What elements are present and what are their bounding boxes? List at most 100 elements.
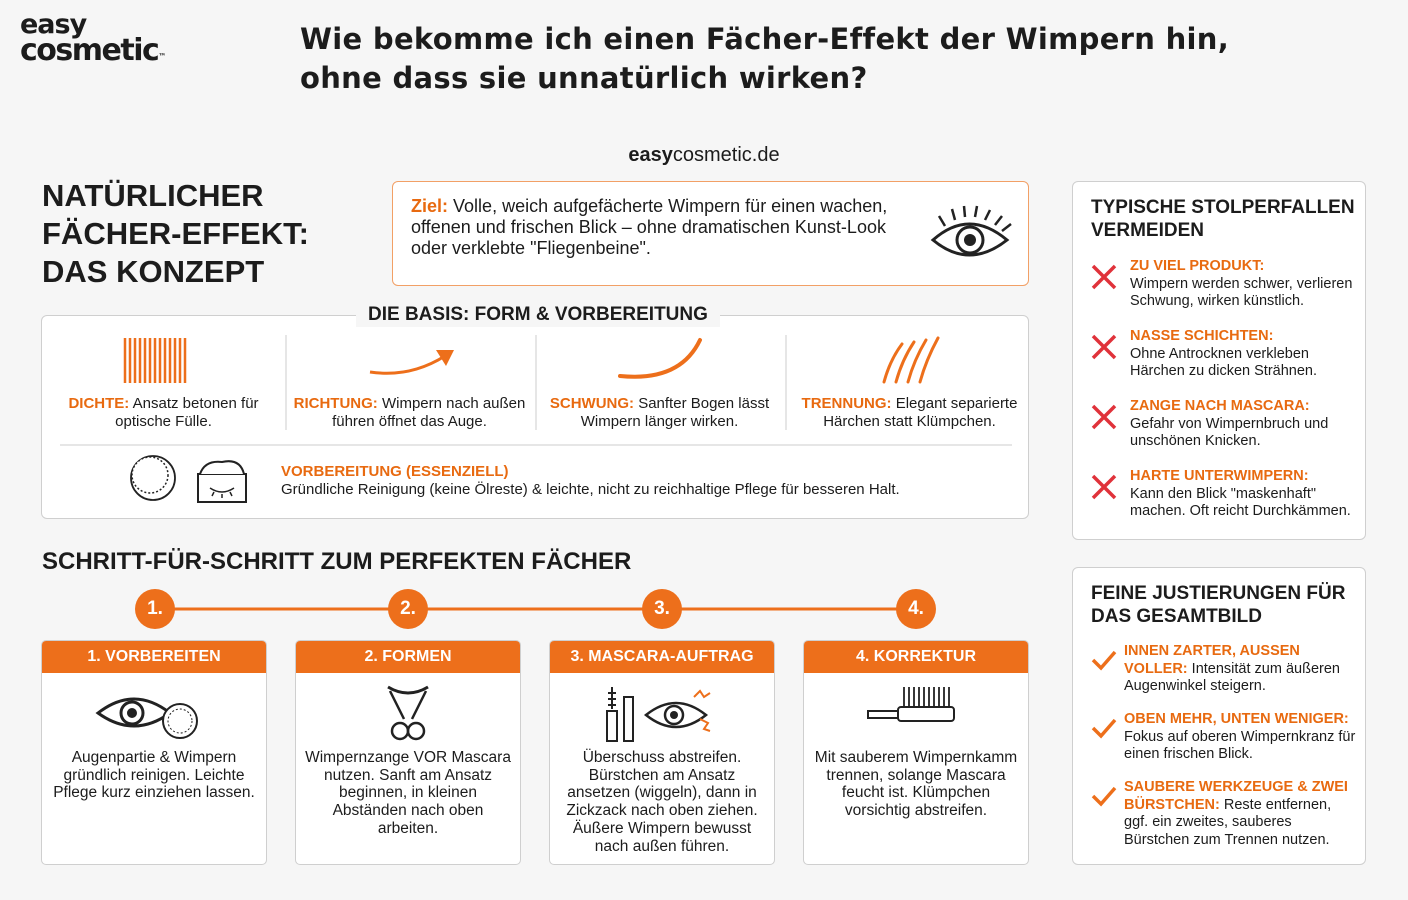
site-bold: easy <box>628 144 673 166</box>
step-text: Augenpartie & Wimpern gründlich reinigen… <box>53 749 255 802</box>
icon-part <box>1091 786 1117 807</box>
item-label: INNEN ZARTER, AUSSEN VOLLER: <box>1124 643 1300 677</box>
item-text: Elegant separierte Härchen statt Klümpch… <box>823 395 1018 430</box>
icon-part <box>167 708 193 734</box>
item-label: ZANGE NACH MASCARA: <box>1130 398 1310 414</box>
icon-part <box>643 701 709 729</box>
tweaks-title: FEINE JUSTIERUNGEN FÜR DAS GESAMTBILD <box>1091 583 1346 627</box>
icon-part <box>663 704 685 726</box>
step-card: 3. MASCARA-AUFTRAG Überschuss abstreifen.… <box>549 640 775 865</box>
item-text: Wimpern werden schwer, verlieren Schwung… <box>1130 275 1353 310</box>
icon-part <box>670 711 678 719</box>
step-card: 2. FORMEN Wimpernzange VOR Mascara nutzen… <box>295 640 521 865</box>
page-title: Wie bekomme ich einen Fächer-Effekt der … <box>300 22 1230 95</box>
icon-part <box>867 687 955 722</box>
icon-part <box>1091 718 1117 739</box>
step-number: 1. <box>135 589 175 629</box>
concept-heading: NATÜRLICHER FÄCHER-EFFEKT: DAS KONZEPT <box>42 178 309 289</box>
icon-part <box>1091 404 1117 430</box>
site-rest: cosmetic.de <box>672 144 780 166</box>
icon-part <box>606 710 618 742</box>
check-icon <box>1090 648 1118 677</box>
icon-part <box>1091 718 1117 739</box>
side-item: SAUBERE WERKZEUGE & ZWEI BÜRSTCHEN: Rest… <box>1124 779 1356 849</box>
icon-part <box>406 721 426 741</box>
item-label: TRENNUNG: <box>801 395 892 412</box>
item-label: DICHTE: <box>68 395 130 412</box>
icon-part <box>1091 650 1117 671</box>
item-label: SCHWUNG: <box>549 395 635 412</box>
steps-title: SCHRITT-FÜR-SCHRITT ZUM PERFEKTEN FÄCHER <box>42 548 632 575</box>
basis-item: SCHWUNG: Sanfter Bogen lässt Wimpern län… <box>536 395 783 431</box>
icon-part <box>897 706 955 722</box>
side-item: INNEN ZARTER, AUSSEN VOLLER: Intensität … <box>1124 643 1356 696</box>
goal-label: Ziel: <box>411 196 449 216</box>
step-title: 4. KORREKTUR <box>804 641 1028 673</box>
basis-item: TRENNUNG: Elegant separierte Härchen sta… <box>786 395 1033 431</box>
cross-icon <box>1090 263 1118 296</box>
cross-icon <box>1090 333 1118 366</box>
goal-box: Ziel: Volle, weich aufgefächerte Wimpern… <box>392 181 1029 286</box>
icon-part <box>1091 264 1117 290</box>
check-icon <box>1090 784 1118 813</box>
step-text: Überschuss abstreifen. Bürstchen am Ansa… <box>566 749 758 855</box>
pitfalls-title: TYPISCHE STOLPERFALLEN VERMEIDEN <box>1091 197 1355 241</box>
basis-item: RICHTUNG: Wimpern nach außen führen öffn… <box>286 395 533 431</box>
side-item: OBEN MEHR, UNTEN WENIGER: Fokus auf ober… <box>1124 711 1356 764</box>
logo: cosmetic™ <box>20 36 166 66</box>
goal-text: Ziel: Volle, weich aufgefächerte Wimpern… <box>411 196 911 259</box>
logo: easy <box>20 9 87 40</box>
item-text: Ansatz betonen für optische Fülle. <box>115 395 259 430</box>
step-text: Mit sauberem Wimpernkamm trennen, solang… <box>814 749 1018 820</box>
step-title: 3. MASCARA-AUFTRAG <box>550 641 774 673</box>
icon-part <box>1091 650 1117 671</box>
item-label: ZU VIEL PRODUKT: <box>1130 258 1265 274</box>
item-label: SAUBERE WERKZEUGE & ZWEI BÜRSTCHEN: <box>1124 779 1348 813</box>
icon-part <box>623 696 634 742</box>
item-text: Gefahr von Wimpernbruch und unschönen Kn… <box>1130 415 1329 450</box>
logo-text: easy <box>20 9 87 40</box>
icon-part <box>1091 786 1117 807</box>
icon-part <box>119 700 145 726</box>
step-card: 4. KORREKTUR Mit sauberem Wimpernkamm tre… <box>803 640 1029 865</box>
item-label: RICHTUNG: <box>293 395 378 412</box>
item-label: HARTE UNTERWIMPERN: <box>1130 468 1309 484</box>
step-card: 1. VORBEREITEN Augenpartie & Wimpern grün… <box>41 640 267 865</box>
basis-item: DICHTE: Ansatz betonen für optische Füll… <box>40 395 287 431</box>
step-number: 2. <box>388 589 428 629</box>
step-number: 3. <box>642 589 682 629</box>
icon-part <box>127 708 137 718</box>
pitfalls-box: TYPISCHE STOLPERFALLEN VERMEIDEN <box>1072 181 1366 540</box>
check-icon <box>1090 716 1118 745</box>
prep: VORBEREITUNG (ESSENZIELL) Gründliche Rein… <box>281 463 1001 499</box>
icon-part <box>1091 264 1117 290</box>
cross-icon <box>1090 473 1118 506</box>
icon-part <box>390 721 410 741</box>
icon-part <box>693 689 711 732</box>
side-item: HARTE UNTERWIMPERN: Kann den Blick "maske… <box>1130 468 1362 521</box>
side-item: ZU VIEL PRODUKT: Wimpern werden schwer, v… <box>1130 258 1362 311</box>
item-label: OBEN MEHR, UNTEN WENIGER: <box>1124 711 1349 727</box>
cross-icon <box>1090 403 1118 436</box>
item-label: NASSE SCHICHTEN: <box>1130 328 1274 344</box>
icon-part <box>1091 404 1117 430</box>
icon-part <box>606 687 711 742</box>
icon-part <box>903 687 950 707</box>
icon-part <box>1091 474 1117 500</box>
side-item: NASSE SCHICHTEN: Ohne Antrocknen verklebe… <box>1130 328 1362 381</box>
icon-part <box>1091 334 1117 360</box>
item-text: Intensität zum äußeren Augenwinkel steig… <box>1124 660 1340 695</box>
step-title: 1. VORBEREITEN <box>42 641 266 673</box>
icon-part <box>387 685 429 695</box>
item-text: Wimpern nach außen führen öffnet das Aug… <box>332 395 526 430</box>
icon-part <box>95 697 198 739</box>
item-text: Fokus auf oberen Wimpernkranz für einen … <box>1124 728 1356 763</box>
logo-text: cosmetic <box>20 33 160 68</box>
item-text: Reste entfernen, ggf. ein zweites, saube… <box>1124 796 1332 848</box>
icon-part <box>867 710 899 719</box>
side-item: ZANGE NACH MASCARA: Gefahr von Wimpernbru… <box>1130 398 1362 451</box>
item-text: Kann den Blick "maskenhaft" machen. Oft … <box>1130 485 1351 520</box>
site-url: easycosmetic.de <box>0 144 1408 167</box>
icon-part <box>1091 474 1117 500</box>
goal-body: Volle, weich aufgefächerte Wimpern für e… <box>411 196 888 258</box>
